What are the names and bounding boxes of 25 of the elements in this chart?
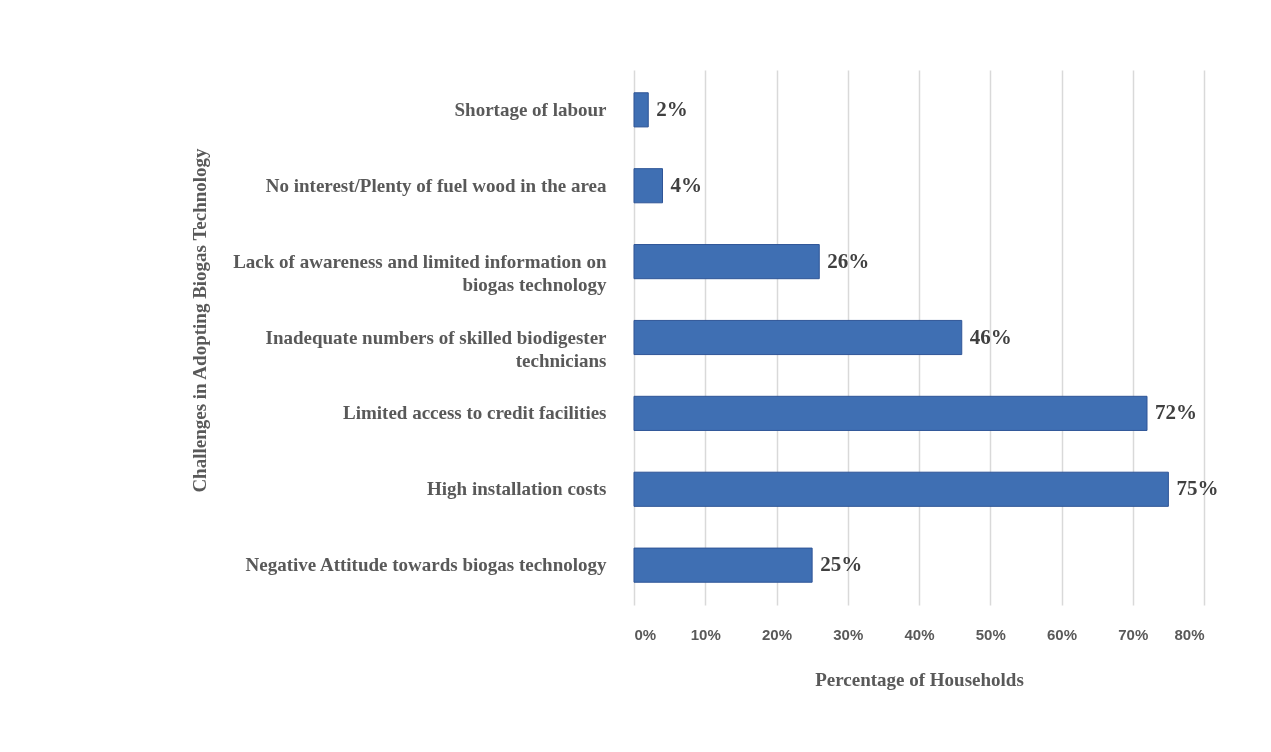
data-label: 4% — [670, 172, 702, 197]
data-label: 26% — [827, 248, 870, 273]
y-tick-label: No interest/Plenty of fuel wood in the area — [265, 174, 607, 196]
x-tick-label: 70% — [1118, 625, 1149, 643]
x-tick-label: 80% — [1174, 625, 1205, 643]
y-tick-label: Shortage of labour — [454, 98, 608, 120]
x-tick-label: 10% — [690, 625, 721, 643]
y-tick-label: Negative Attitude towards biogas technology — [245, 554, 607, 576]
data-label: 25% — [820, 552, 863, 577]
y-tick-label: Inadequate numbers of skilled biodigester technicians — [265, 326, 608, 371]
x-tick-label: 30% — [833, 625, 864, 643]
data-label: 2% — [656, 96, 688, 121]
x-tick-label: 20% — [761, 625, 793, 643]
x-tick-label: 50% — [975, 625, 1006, 643]
x-axis-title: Percentage of Households — [815, 668, 1024, 690]
x-tick-label: 0% — [634, 625, 657, 643]
x-tick-label: 40% — [904, 625, 935, 643]
y-axis-title: Challenges in Adopting Biogas Technology — [188, 147, 210, 493]
x-tick-label: 60% — [1046, 625, 1078, 643]
data-label: 46% — [969, 324, 1012, 349]
data-label: 72% — [1155, 400, 1197, 425]
y-tick-label: Limited access to credit facilities — [343, 402, 607, 424]
y-tick-label: Lack of awareness and limited information on biogas technology — [233, 250, 607, 295]
data-label: 75% — [1176, 476, 1219, 501]
y-tick-label: High installation costs — [427, 478, 607, 500]
